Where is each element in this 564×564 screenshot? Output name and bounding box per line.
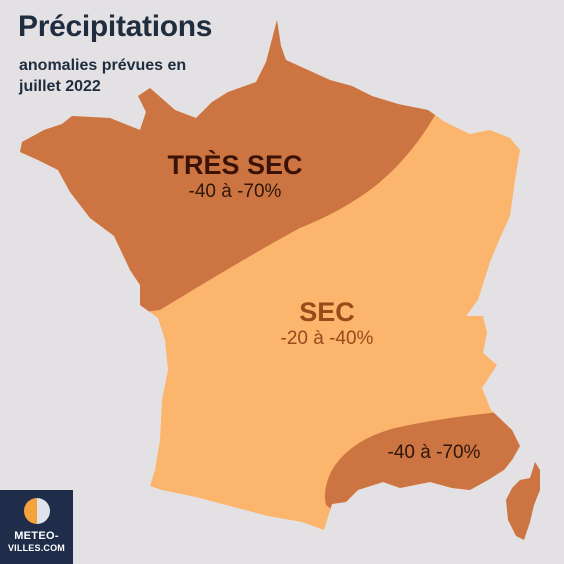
sun-moon-logo-icon [24,498,50,524]
zone-sec-name: SEC [299,297,355,327]
logo-text-line-1: METEO- [14,530,59,542]
zone-southeast-label: -40 à -70% [372,441,496,465]
zone-southeast-range: -40 à -70% [387,442,481,463]
subtitle-line-2: juillet 2022 [19,78,101,95]
zone-tres-sec-name: TRÈS SEC [167,150,303,180]
zone-sec-range: -20 à -40% [280,328,374,349]
zone-sec-label: SEC -20 à -40% [262,297,392,351]
subtitle-line-1: anomalies prévues en [19,57,187,74]
zone-tres-sec-range: -40 à -70% [188,181,282,202]
corsica-island [506,462,540,540]
meteo-villes-logo[interactable]: METEO- VILLES.COM [0,490,73,564]
logo-text-line-2: VILLES.COM [7,543,65,553]
map-title: Précipitations [18,10,213,43]
zone-tres-sec-label: TRÈS SEC -40 à -70% [160,150,310,204]
map-subtitle: anomalies prévues en juillet 2022 [19,55,186,97]
